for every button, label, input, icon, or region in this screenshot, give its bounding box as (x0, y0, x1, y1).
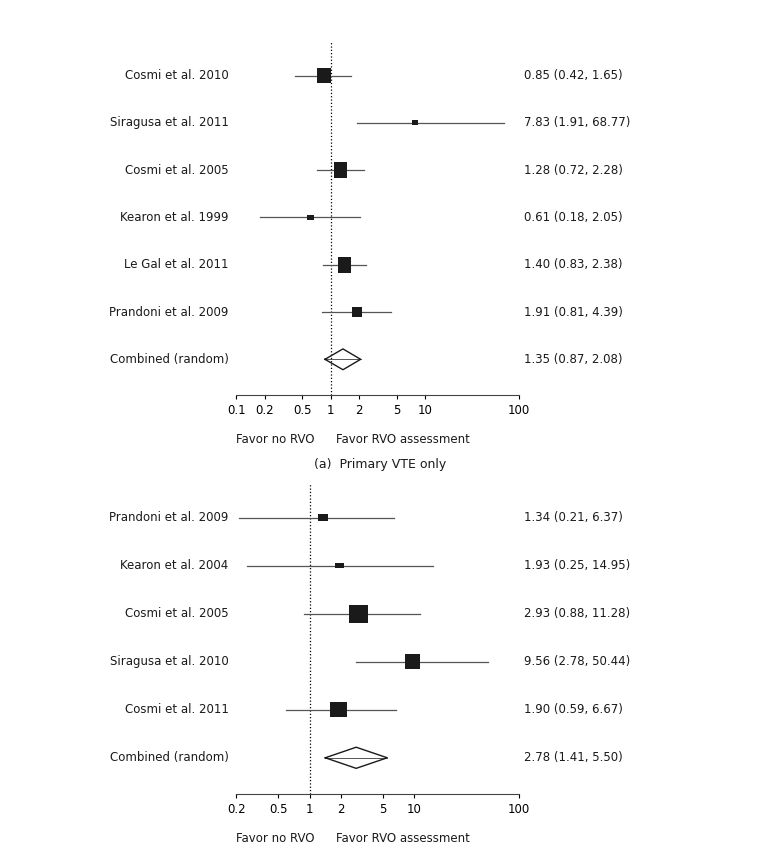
Text: Cosmi et al. 2010: Cosmi et al. 2010 (125, 69, 229, 82)
Text: Kearon et al. 2004: Kearon et al. 2004 (120, 559, 229, 572)
Text: (a)  Primary VTE only: (a) Primary VTE only (314, 458, 446, 471)
Bar (318, 69, 331, 82)
Text: 1.93 (0.25, 14.95): 1.93 (0.25, 14.95) (524, 559, 630, 572)
Bar (412, 121, 418, 125)
Text: Le Gal et al. 2011: Le Gal et al. 2011 (124, 258, 229, 271)
Text: 2.78 (1.41, 5.50): 2.78 (1.41, 5.50) (524, 751, 622, 764)
Text: Combined (random): Combined (random) (110, 353, 229, 366)
Text: 1.90 (0.59, 6.67): 1.90 (0.59, 6.67) (524, 703, 623, 717)
Text: Favor no RVO: Favor no RVO (236, 832, 315, 845)
Text: 0.61 (0.18, 2.05): 0.61 (0.18, 2.05) (524, 211, 622, 224)
Text: 0.85 (0.42, 1.65): 0.85 (0.42, 1.65) (524, 69, 622, 82)
Text: 1.40 (0.83, 2.38): 1.40 (0.83, 2.38) (524, 258, 622, 271)
Text: Favor RVO assessment: Favor RVO assessment (336, 832, 470, 845)
Text: Siragusa et al. 2011: Siragusa et al. 2011 (110, 116, 229, 129)
Bar (338, 256, 351, 273)
Text: Cosmi et al. 2005: Cosmi et al. 2005 (125, 607, 229, 620)
Bar (336, 563, 344, 568)
Text: 7.83 (1.91, 68.77): 7.83 (1.91, 68.77) (524, 116, 630, 129)
Bar (349, 604, 368, 623)
Bar (330, 702, 347, 717)
Text: Siragusa et al. 2010: Siragusa et al. 2010 (110, 655, 229, 668)
Text: Kearon et al. 1999: Kearon et al. 1999 (120, 211, 229, 224)
Text: Combined (random): Combined (random) (110, 751, 229, 764)
Bar (352, 306, 363, 318)
Text: 1.35 (0.87, 2.08): 1.35 (0.87, 2.08) (524, 353, 622, 366)
Text: Cosmi et al. 2011: Cosmi et al. 2011 (125, 703, 229, 717)
Bar (334, 162, 347, 178)
Text: Prandoni et al. 2009: Prandoni et al. 2009 (109, 511, 229, 524)
Bar (318, 514, 328, 521)
Text: Favor RVO assessment: Favor RVO assessment (336, 433, 470, 446)
Text: 9.56 (2.78, 50.44): 9.56 (2.78, 50.44) (524, 655, 630, 668)
Text: 1.28 (0.72, 2.28): 1.28 (0.72, 2.28) (524, 164, 623, 177)
Text: Favor no RVO: Favor no RVO (236, 433, 315, 446)
Bar (405, 655, 420, 669)
Text: 1.91 (0.81, 4.39): 1.91 (0.81, 4.39) (524, 306, 623, 318)
Text: 1.34 (0.21, 6.37): 1.34 (0.21, 6.37) (524, 511, 623, 524)
Text: 2.93 (0.88, 11.28): 2.93 (0.88, 11.28) (524, 607, 630, 620)
Text: Cosmi et al. 2005: Cosmi et al. 2005 (125, 164, 229, 177)
Bar (307, 215, 314, 220)
Text: Prandoni et al. 2009: Prandoni et al. 2009 (109, 306, 229, 318)
